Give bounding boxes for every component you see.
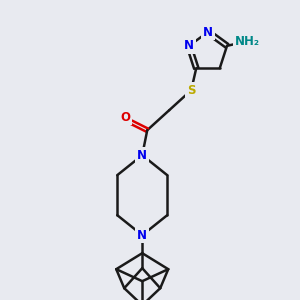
Text: NH₂: NH₂ <box>235 35 260 48</box>
Text: S: S <box>187 84 196 97</box>
Text: O: O <box>120 111 130 124</box>
Text: N: N <box>137 229 147 242</box>
Text: N: N <box>137 149 147 162</box>
Text: N: N <box>184 39 194 52</box>
Text: N: N <box>203 26 213 38</box>
